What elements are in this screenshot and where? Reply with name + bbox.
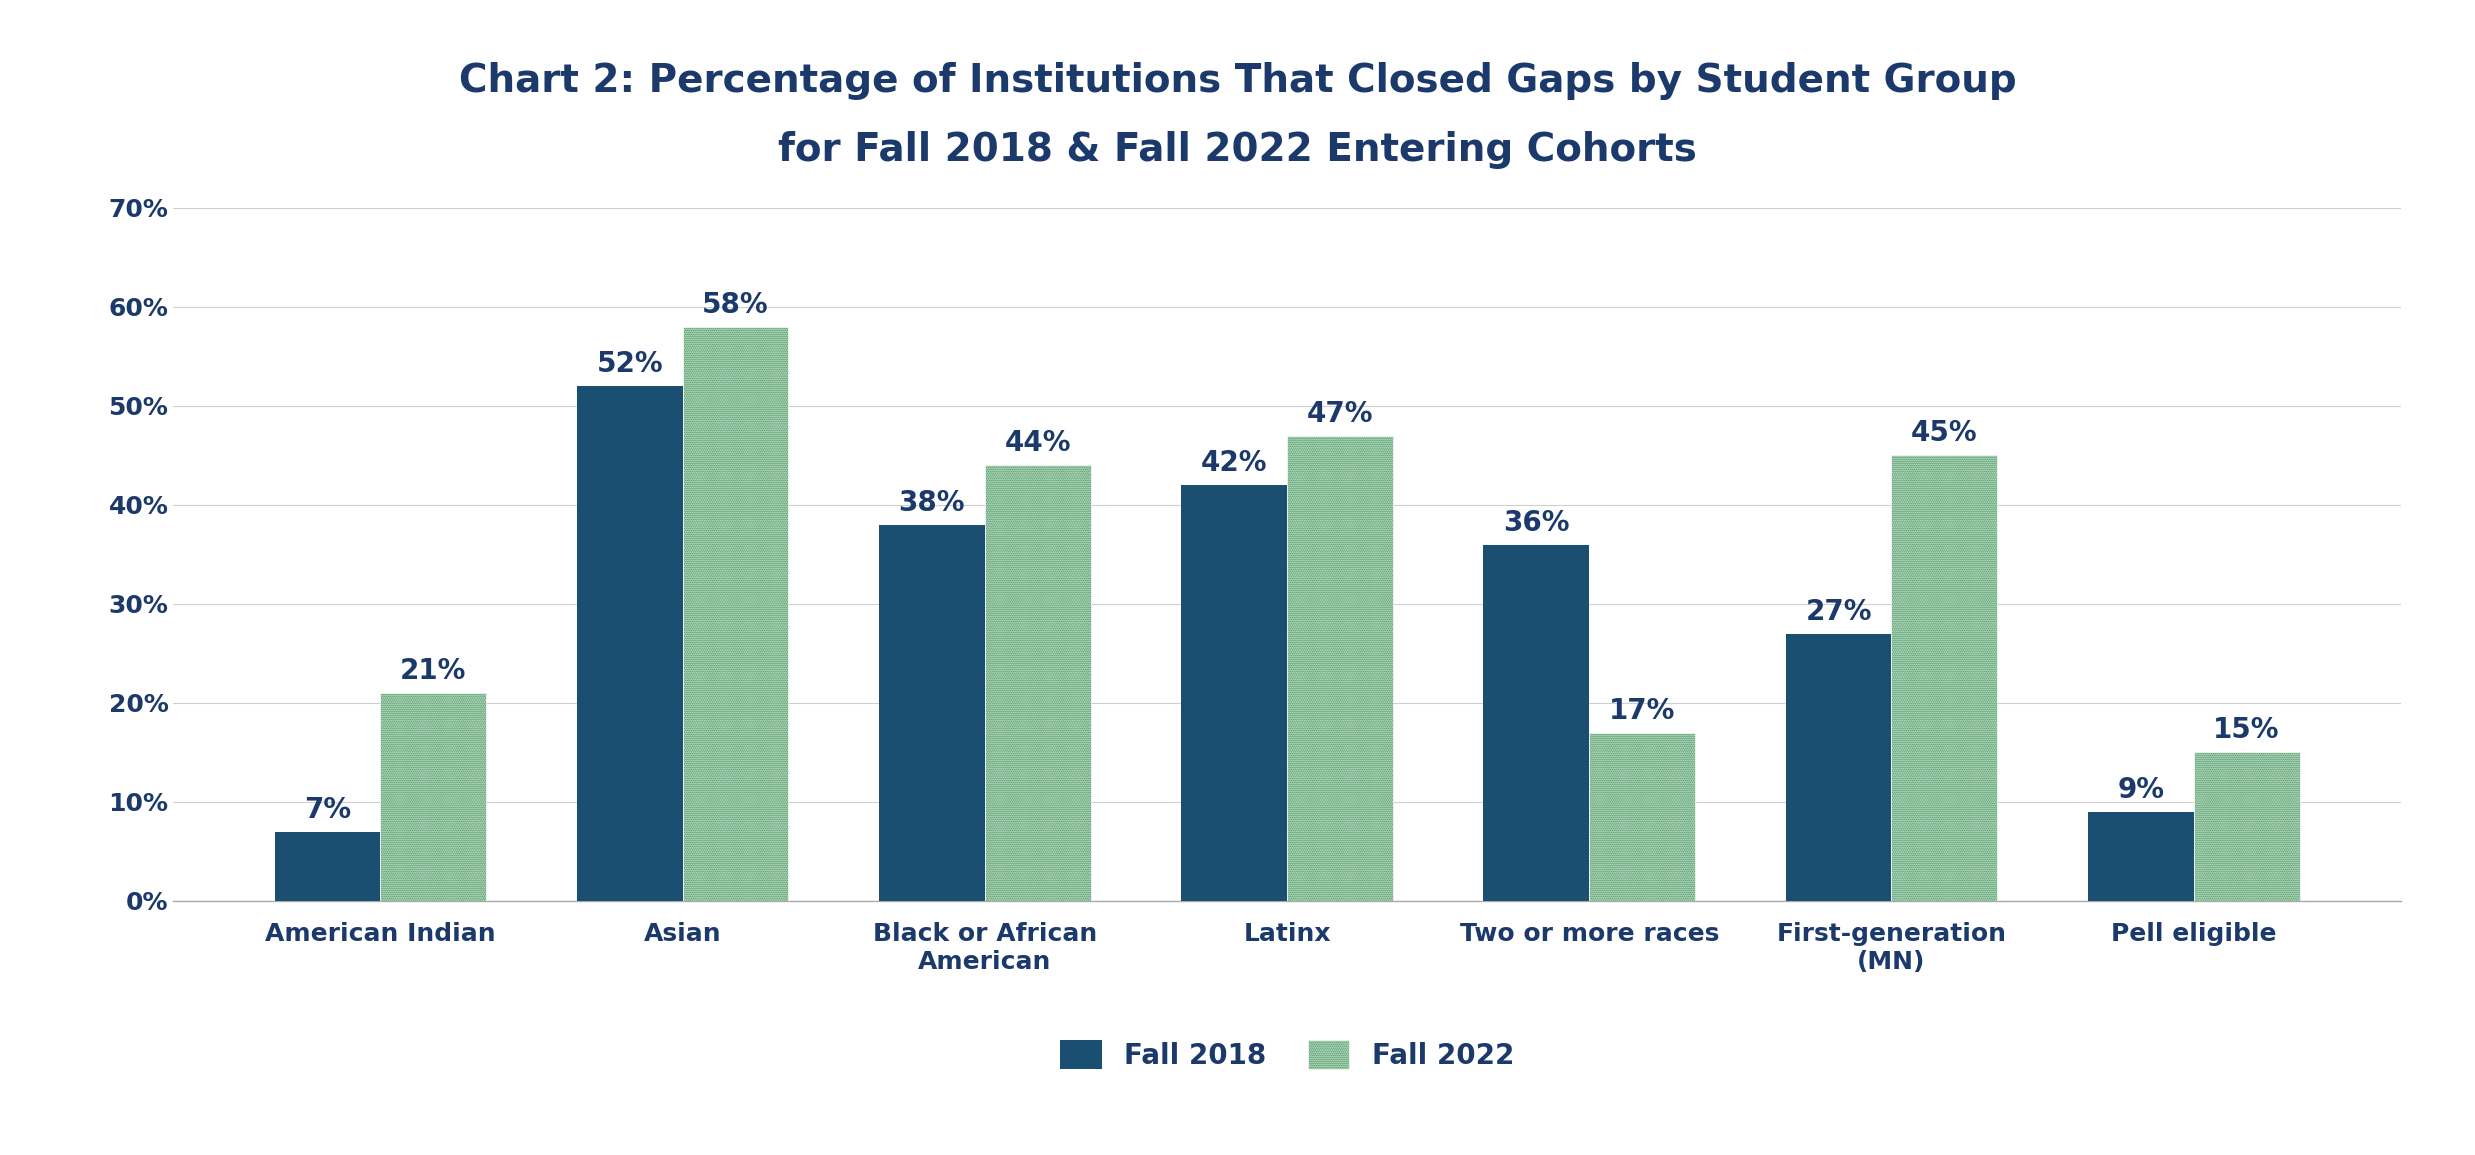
Text: 27%: 27% [1804,597,1871,626]
Legend: Fall 2018, Fall 2022: Fall 2018, Fall 2022 [1049,1029,1525,1081]
Bar [381,693,485,901]
Text: 9%: 9% [2116,776,2163,804]
Text: 36%: 36% [1502,508,1569,537]
Bar [1181,485,1287,901]
Text: 52%: 52% [596,350,663,378]
Bar [1483,544,1589,901]
Bar [577,386,683,901]
Text: 15%: 15% [2213,716,2279,745]
Bar [2089,812,2193,901]
Bar [1784,634,1891,901]
Text: 44%: 44% [1005,430,1072,457]
Bar [879,524,985,901]
Bar [2193,752,2299,901]
Bar [275,832,381,901]
Text: 17%: 17% [1609,696,1676,724]
Text: 47%: 47% [1307,400,1374,427]
Bar [985,465,1091,901]
Text: 7%: 7% [304,796,351,824]
Bar [683,327,790,901]
Text: Chart 2: Percentage of Institutions That Closed Gaps by Student Group: Chart 2: Percentage of Institutions That… [458,62,2017,99]
Text: 42%: 42% [1200,449,1267,477]
Text: 21%: 21% [401,657,465,685]
Bar [1891,455,1997,901]
Bar [1287,435,1393,901]
Text: 58%: 58% [703,291,770,319]
Bar [1589,732,1695,901]
Text: 38%: 38% [898,489,965,516]
Text: for Fall 2018 & Fall 2022 Entering Cohorts: for Fall 2018 & Fall 2022 Entering Cohor… [777,132,1698,169]
Text: 45%: 45% [1911,419,1978,447]
